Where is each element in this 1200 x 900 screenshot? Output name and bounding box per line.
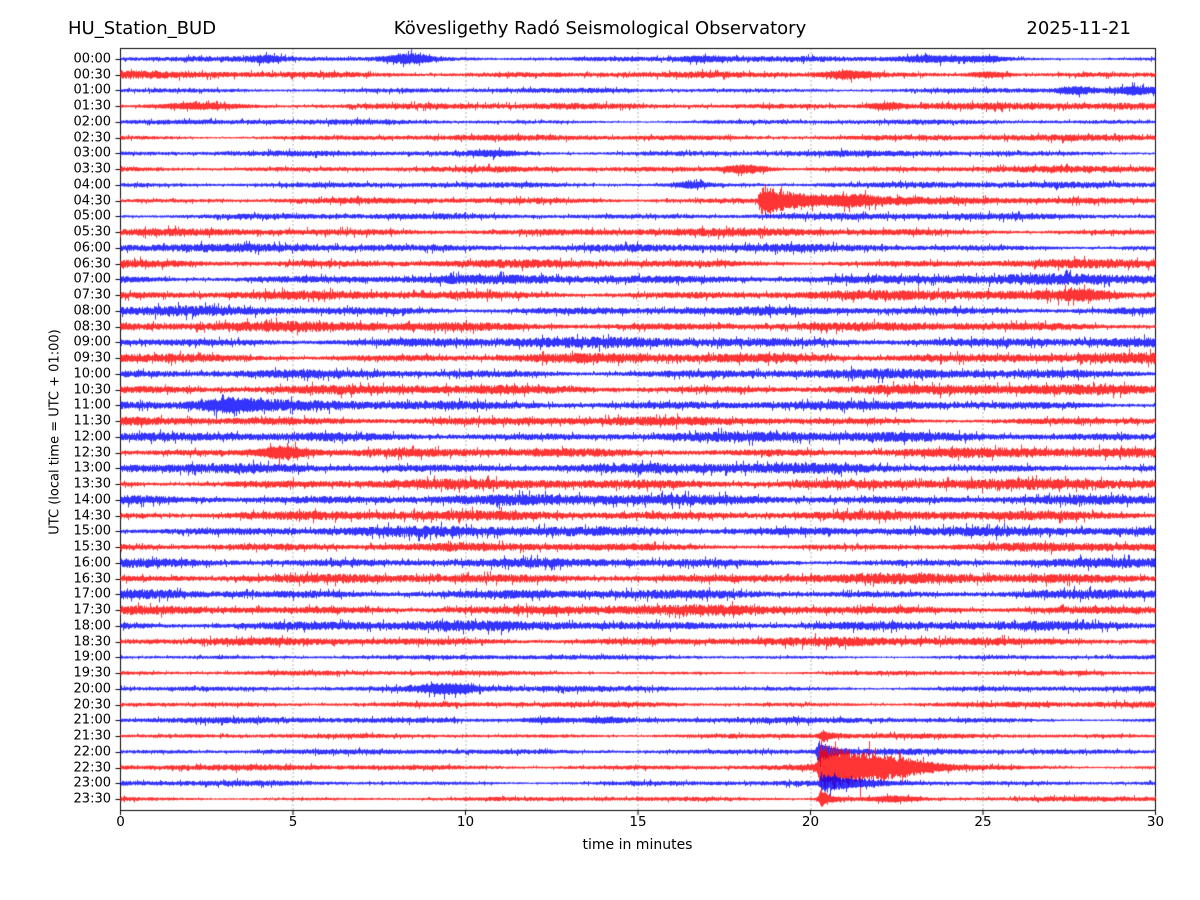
y-tick-label: 11:00 bbox=[73, 397, 111, 413]
y-tick-label: 12:30 bbox=[73, 445, 111, 461]
y-tick-label: 03:30 bbox=[73, 161, 111, 177]
y-tick-label: 07:30 bbox=[73, 287, 111, 303]
y-tick-label: 20:00 bbox=[73, 681, 111, 697]
y-tick-label: 09:00 bbox=[73, 334, 111, 350]
date-title: 2025-11-21 bbox=[1026, 18, 1131, 39]
y-tick-label: 04:30 bbox=[73, 193, 111, 209]
y-tick-label: 01:00 bbox=[73, 82, 111, 98]
y-tick-label: 08:30 bbox=[73, 319, 111, 335]
y-tick-label: 10:30 bbox=[73, 382, 111, 398]
y-tick-label: 21:00 bbox=[73, 712, 111, 728]
y-tick-label: 23:30 bbox=[73, 791, 111, 807]
y-tick-label: 13:00 bbox=[73, 460, 111, 476]
y-tick-label: 03:00 bbox=[73, 145, 111, 161]
y-axis-label: UTC (local time = UTC + 01:00) bbox=[47, 329, 63, 535]
y-tick-label: 15:30 bbox=[73, 539, 111, 555]
y-tick-label: 19:00 bbox=[73, 649, 111, 665]
y-tick-label: 01:30 bbox=[73, 98, 111, 114]
y-tick-label: 17:30 bbox=[73, 602, 111, 618]
y-tick-label: 20:30 bbox=[73, 697, 111, 713]
y-tick-label: 06:00 bbox=[73, 240, 111, 256]
y-tick-label: 23:00 bbox=[73, 775, 111, 791]
x-tick-label: 25 bbox=[974, 814, 992, 830]
y-tick-label: 16:00 bbox=[73, 555, 111, 571]
y-tick-label: 04:00 bbox=[73, 177, 111, 193]
y-tick-label: 18:30 bbox=[73, 634, 111, 650]
x-tick-label: 5 bbox=[288, 814, 298, 830]
y-tick-label: 07:00 bbox=[73, 271, 111, 287]
y-tick-label: 02:00 bbox=[73, 114, 111, 130]
y-tick-label: 19:30 bbox=[73, 665, 111, 681]
y-tick-label: 12:00 bbox=[73, 429, 111, 445]
y-tick-label: 09:30 bbox=[73, 350, 111, 366]
y-tick-label: 00:30 bbox=[73, 67, 111, 83]
y-tick-label: 15:00 bbox=[73, 523, 111, 539]
y-tick-label: 11:30 bbox=[73, 413, 111, 429]
x-tick-label: 20 bbox=[801, 814, 820, 830]
x-tick-label: 10 bbox=[456, 814, 475, 830]
y-tick-label: 10:00 bbox=[73, 366, 111, 382]
station-title: HU_Station_BUD bbox=[68, 18, 217, 39]
y-tick-label: 17:00 bbox=[73, 586, 111, 602]
x-tick-label: 0 bbox=[116, 814, 125, 830]
observatory-title: Kövesligethy Radó Seismological Observat… bbox=[393, 18, 807, 39]
y-tick-label: 06:30 bbox=[73, 256, 111, 272]
x-tick-label: 30 bbox=[1146, 814, 1165, 830]
y-tick-label: 02:30 bbox=[73, 130, 111, 146]
y-tick-label: 22:30 bbox=[73, 760, 111, 775]
y-tick-label: 08:00 bbox=[73, 303, 111, 319]
y-tick-label: 14:00 bbox=[73, 492, 111, 508]
y-tick-label: 00:00 bbox=[73, 51, 111, 67]
y-tick-label: 13:30 bbox=[73, 476, 111, 492]
x-tick-label: 15 bbox=[629, 814, 647, 830]
y-tick-label: 22:00 bbox=[73, 744, 111, 760]
y-tick-label: 18:00 bbox=[73, 618, 111, 634]
x-axis-label: time in minutes bbox=[582, 837, 693, 853]
y-tick-label: 05:30 bbox=[73, 224, 111, 240]
y-tick-label: 14:30 bbox=[73, 508, 111, 524]
y-tick-label: 16:30 bbox=[73, 571, 111, 587]
y-tick-label: 21:30 bbox=[73, 728, 111, 744]
y-tick-label: 05:00 bbox=[73, 208, 111, 224]
